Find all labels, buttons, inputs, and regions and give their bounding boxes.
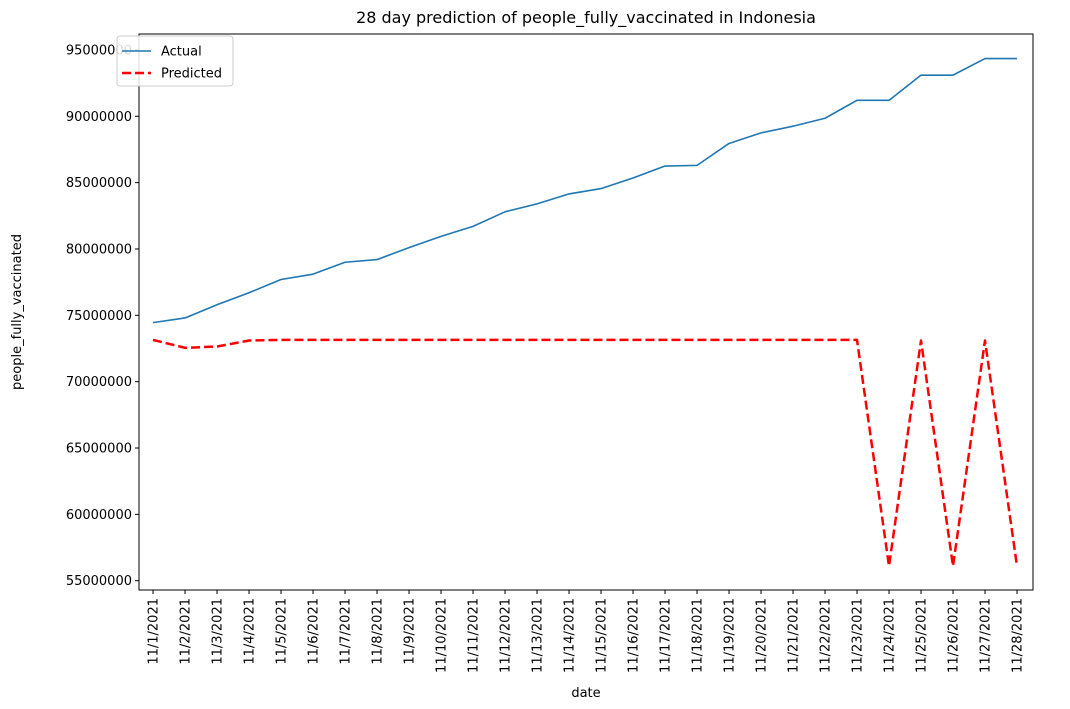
x-tick-label: 11/11/2021 <box>467 598 482 673</box>
x-tick-label: 11/25/2021 <box>915 598 930 673</box>
plot-area-frame <box>138 33 1034 591</box>
series-line-actual <box>152 57 1017 324</box>
chart-title: 28 day prediction of people_fully_vaccin… <box>356 8 816 28</box>
x-tick-label: 11/6/2021 <box>307 598 322 665</box>
x-tick-label: 11/2/2021 <box>179 598 194 665</box>
y-tick-label: 75000000 <box>66 309 132 324</box>
x-axis-label: date <box>571 686 600 701</box>
x-tick-label: 11/18/2021 <box>691 598 706 673</box>
y-tick-label: 55000000 <box>66 574 132 589</box>
plot-series <box>152 57 1019 568</box>
x-tick-label: 11/24/2021 <box>883 598 898 673</box>
x-tick-label: 11/21/2021 <box>787 598 802 673</box>
x-tick-label: 11/10/2021 <box>435 598 450 673</box>
y-axis-label: people_fully_vaccinated <box>10 234 25 390</box>
x-tick-label: 11/28/2021 <box>1011 598 1026 673</box>
y-tick-label: 65000000 <box>66 442 132 457</box>
x-tick-label: 11/7/2021 <box>339 598 354 665</box>
x-tick-label: 11/15/2021 <box>595 598 610 673</box>
x-tick-label: 11/12/2021 <box>499 598 514 673</box>
x-axis: 11/1/2021 11/2/2021 11/3/2021 11/4/2021 11/5… <box>147 590 1026 673</box>
legend-label-actual: Actual <box>161 45 202 60</box>
x-tick-label: 11/1/2021 <box>147 598 162 665</box>
x-tick-label: 11/5/2021 <box>275 598 290 665</box>
y-tick-label: 70000000 <box>66 375 132 390</box>
x-tick-label: 11/14/2021 <box>563 598 578 673</box>
series-line-predicted <box>152 338 1019 568</box>
legend-box <box>116 35 234 87</box>
x-tick-label: 11/4/2021 <box>243 598 258 665</box>
y-tick-label: 95000000 <box>66 43 132 58</box>
y-tick-label: 90000000 <box>66 110 132 125</box>
x-tick-label: 11/26/2021 <box>947 598 962 673</box>
x-tick-label: 11/16/2021 <box>627 598 642 673</box>
x-tick-label: 11/23/2021 <box>851 598 866 673</box>
y-axis: 55000000 60000000 65000000 70000000 75000000… <box>66 43 139 589</box>
legend: Actual Predicted <box>116 35 234 87</box>
legend-label-predicted: Predicted <box>161 67 222 82</box>
x-tick-label: 11/19/2021 <box>723 598 738 673</box>
x-tick-label: 11/8/2021 <box>371 598 386 665</box>
x-tick-label: 11/13/2021 <box>531 598 546 673</box>
y-tick-label: 60000000 <box>66 508 132 523</box>
x-tick-label: 11/20/2021 <box>755 598 770 673</box>
y-tick-label: 85000000 <box>66 176 132 191</box>
y-tick-label: 80000000 <box>66 242 132 257</box>
x-tick-label: 11/17/2021 <box>659 598 674 673</box>
x-tick-label: 11/3/2021 <box>211 598 226 665</box>
x-tick-label: 11/9/2021 <box>403 598 418 665</box>
x-tick-label: 11/27/2021 <box>979 598 994 673</box>
x-tick-label: 11/22/2021 <box>819 598 834 673</box>
